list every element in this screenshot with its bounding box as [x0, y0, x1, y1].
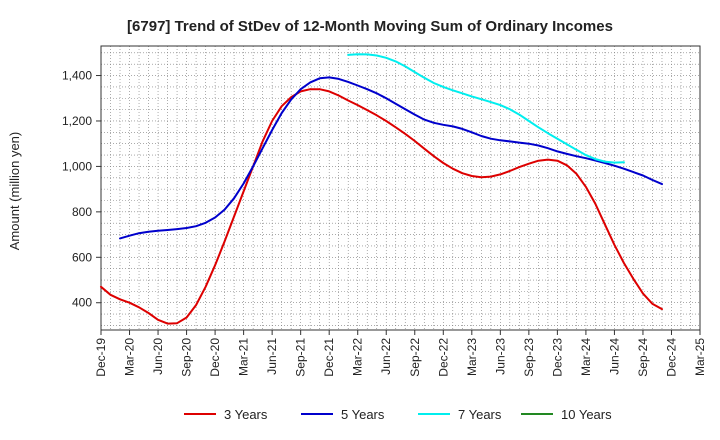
x-tick-label: Sep-20 — [180, 338, 194, 377]
x-tick-label: Sep-22 — [408, 338, 422, 377]
legend-label: 10 Years — [561, 407, 612, 422]
x-tick-label: Mar-24 — [579, 338, 593, 376]
x-tick-label: Jun-20 — [151, 338, 165, 375]
series-line-7-years — [347, 53, 625, 164]
y-axis-label: Amount (million yen) — [7, 132, 22, 251]
chart-title: [6797] Trend of StDev of 12-Month Moving… — [127, 18, 613, 35]
x-tick-label: Dec-20 — [208, 338, 222, 377]
x-tick-label: Jun-21 — [265, 338, 279, 375]
legend-label: 7 Years — [458, 407, 502, 422]
y-tick-label: 1,400 — [62, 69, 92, 83]
x-tick-label: Sep-24 — [636, 338, 650, 377]
x-tick-label: Jun-23 — [493, 338, 507, 375]
y-tick-label: 600 — [72, 250, 92, 264]
series-lines — [100, 53, 663, 325]
x-tick-label: Sep-23 — [522, 338, 536, 377]
x-tick-label: Dec-19 — [94, 338, 108, 377]
x-tick-label: Dec-23 — [550, 338, 564, 377]
x-tick-label: Dec-22 — [436, 338, 450, 377]
y-tick-label: 1,200 — [62, 114, 92, 128]
x-tick-label: Mar-21 — [237, 338, 251, 376]
legend-label: 5 Years — [341, 407, 385, 422]
y-tick-label: 400 — [72, 296, 92, 310]
y-tick-label: 1,000 — [62, 159, 92, 173]
x-tick-label: Mar-23 — [465, 338, 479, 376]
x-tick-label: Jun-22 — [379, 338, 393, 375]
x-tick-label: Sep-21 — [294, 338, 308, 377]
legend: 3 Years 5 Years 7 Years 10 Years — [184, 407, 612, 422]
legend-label: 3 Years — [224, 407, 268, 422]
x-tick-label: Mar-25 — [693, 338, 707, 376]
series-line-3-years — [100, 88, 663, 325]
x-tick-label: Jun-24 — [607, 338, 621, 375]
x-tick-label: Mar-22 — [351, 338, 365, 376]
x-tick-label: Dec-21 — [322, 338, 336, 377]
y-axis: 400 600 800 1,000 1,200 1,400 — [62, 69, 101, 310]
plot-area-frame — [100, 45, 701, 331]
series-line-5-years — [119, 76, 663, 240]
x-tick-label: Dec-24 — [664, 338, 678, 377]
grid-lines — [101, 46, 700, 330]
x-axis: Dec-19 Mar-20 Jun-20 Sep-20 Dec-20 Mar-21 Jun-… — [94, 330, 707, 377]
x-tick-label: Mar-20 — [123, 338, 137, 376]
y-tick-label: 800 — [72, 205, 92, 219]
